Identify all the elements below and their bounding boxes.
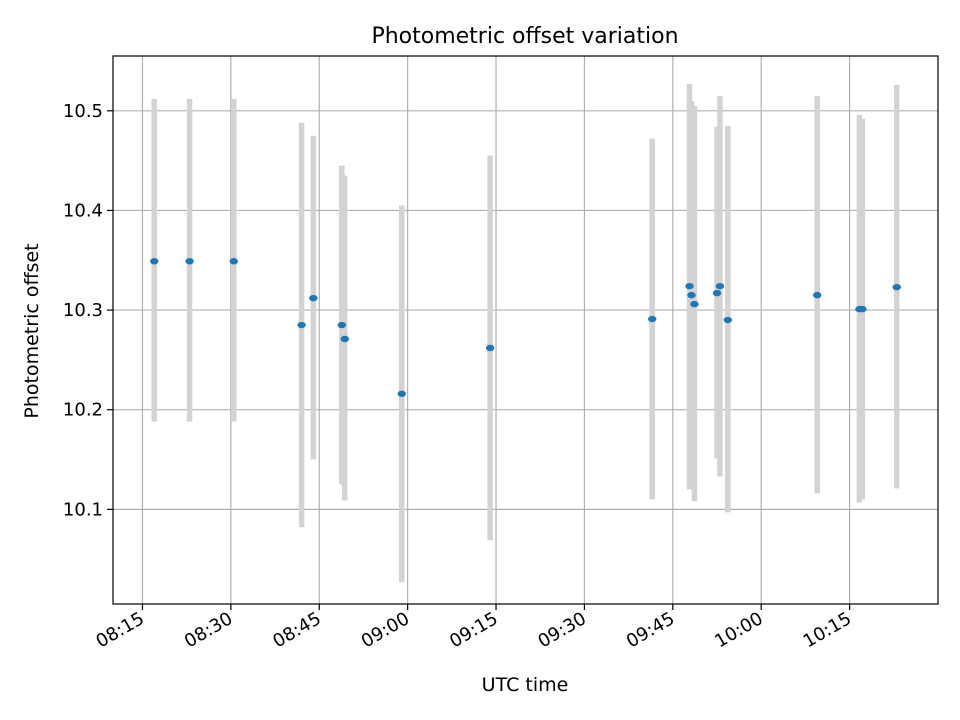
- data-point: [229, 258, 239, 265]
- y-tick-label: 10.5: [63, 101, 103, 122]
- data-point: [647, 315, 657, 323]
- x-axis-label: UTC time: [482, 674, 569, 696]
- data-point: [892, 283, 901, 291]
- y-tick-label: 10.4: [63, 200, 103, 221]
- grid-layer: [113, 56, 938, 604]
- data-point: [297, 321, 306, 329]
- data-point: [485, 344, 495, 352]
- data-point: [337, 321, 347, 329]
- data-point: [812, 291, 822, 299]
- point-layer: [150, 258, 901, 397]
- y-tick-label: 10.2: [63, 400, 103, 421]
- data-point: [340, 335, 349, 343]
- y-tick-label: 10.1: [63, 499, 103, 520]
- plot-frame: [112, 55, 939, 605]
- data-point: [715, 282, 725, 290]
- data-point: [685, 282, 694, 290]
- y-axis-label: Photometric offset: [21, 243, 43, 418]
- y-tick-label: 10.3: [63, 300, 103, 321]
- data-point: [397, 390, 406, 397]
- data-point: [723, 316, 733, 324]
- data-point: [858, 305, 867, 313]
- data-point: [309, 294, 318, 302]
- data-point: [690, 300, 699, 308]
- data-point: [185, 258, 194, 265]
- data-point: [150, 258, 159, 265]
- chart-title: Photometric offset variation: [371, 24, 678, 49]
- data-point: [687, 291, 696, 299]
- data-point: [712, 289, 722, 297]
